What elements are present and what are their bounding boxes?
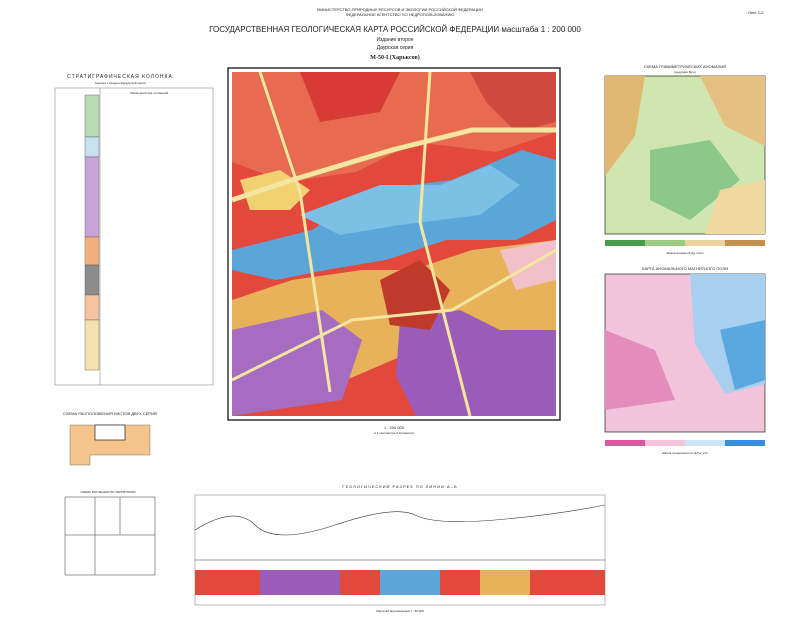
edition: Издание второе [376, 37, 413, 43]
sheet-scheme [69, 424, 151, 466]
agency: ФЕДЕРАЛЬНОЕ АГЕНТСТВО ПО НЕДРОПОЛЬЗОВАНИ… [346, 12, 455, 17]
section-scale: Масштаб вертикальный 1 : 50 000 [376, 609, 424, 613]
ministry: МИНИСТЕРСТВО ПРИРОДНЫХ РЕСУРСОВ И ЭКОЛОГ… [317, 7, 483, 12]
strat-legend-head: Характеристика отложений [130, 91, 168, 95]
geologic-map [227, 67, 561, 421]
scale-note: в 1 сантиметре 2 километра [374, 431, 414, 435]
strat-subtitle: Аналоги к Средне-Каркунской серии [95, 81, 146, 85]
gravity-bar-label: Шкала аномалий Δg, мГал [667, 251, 704, 255]
series: Даурская серия [377, 45, 414, 51]
scale-label: 1 : 200 000 [384, 425, 405, 430]
index-title: СХЕМА ИЗУЧЕННОСТИ ТЕРРИТОРИИ [80, 490, 135, 494]
index-diagram [64, 496, 156, 576]
title: ГОСУДАРСТВЕННАЯ ГЕОЛОГИЧЕСКАЯ КАРТА РОСС… [209, 25, 581, 34]
magnetic-map [604, 273, 766, 433]
strat-title: СТРАТИГРАФИЧЕСКАЯ КОЛОНКА [67, 74, 173, 80]
scheme-title: СХЕМА РАСПОЛОЖЕНИЯ ЛИСТОВ ДВУХ СЕРИЙ [63, 411, 157, 416]
sheet-code: M-50-I (Харьксов) [370, 54, 419, 61]
magnetic-bar-label: Шкала интенсивности (ΔT)a, нТл [662, 451, 708, 455]
gravity-title: СХЕМА ГРАВИМЕТРИЧЕСКИХ АНОМАЛИЙ [644, 64, 726, 69]
strat-column [54, 87, 214, 386]
gravity-bar [605, 240, 765, 246]
gravity-map [604, 75, 766, 235]
magnetic-bar [605, 440, 765, 446]
section-title: ГЕОЛОГИЧЕСКИЙ РАЗРЕЗ ПО ЛИНИИ А–Б [342, 484, 457, 489]
gravity-subtitle: (редукция Буге) [674, 70, 696, 74]
magnetic-title: КАРТА АНОМАЛЬНОГО МАГНИТНОГО ПОЛЯ [642, 266, 728, 271]
cross-section [194, 494, 606, 606]
sheet-number: Лист 1-2 [748, 10, 764, 15]
